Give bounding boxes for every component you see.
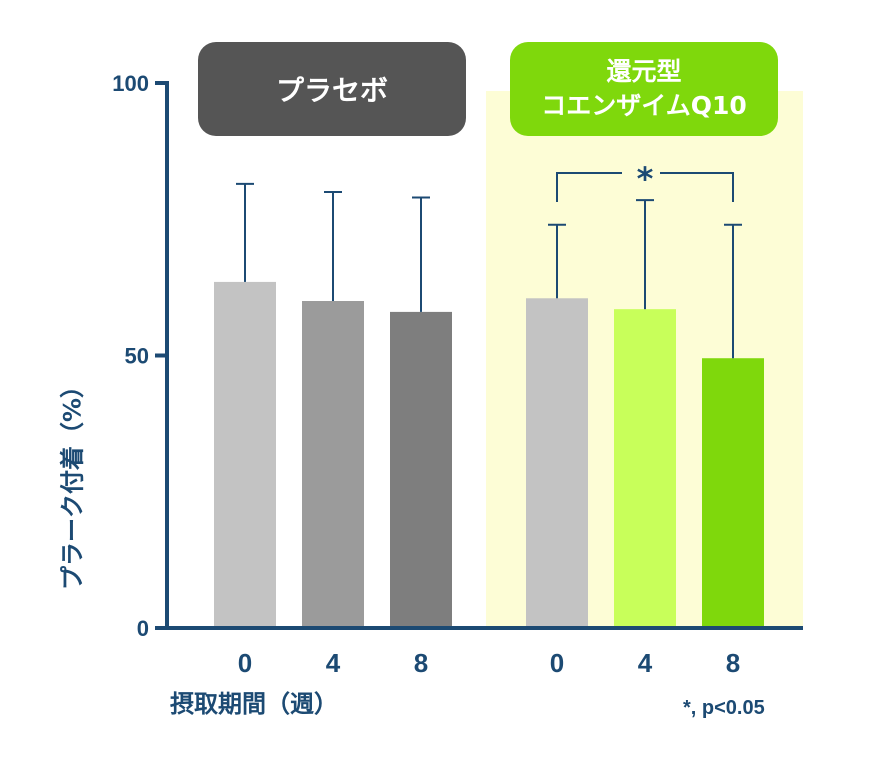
coq10-group-label-line2: コエンザイムQ10 <box>541 91 747 120</box>
coq10-group-label-line1: 還元型 <box>606 57 682 86</box>
x-tick-label-g0-4: 4 <box>326 648 341 678</box>
x-tick-label-g1-8: 8 <box>726 648 740 678</box>
bar-g1-0w <box>526 298 588 628</box>
y-axis-title: プラーク付着（%） <box>58 373 87 591</box>
placebo-group-label: プラセボ <box>198 42 466 136</box>
significance-star: * <box>637 160 654 198</box>
significance-bracket <box>556 172 734 202</box>
placebo-group-label-text: プラセボ <box>275 74 388 107</box>
bar-g0-0w <box>214 281 276 628</box>
x-axis-title: 摂取期間（週） <box>170 690 338 718</box>
x-tick-label-g1-0: 0 <box>550 648 564 678</box>
bar-g0-4w <box>302 301 364 628</box>
significance-footnote: *, p<0.05 <box>683 697 765 719</box>
y-tick-label-50: 50 <box>125 344 149 369</box>
y-tick-label-100: 100 <box>112 71 149 96</box>
bar-g0-8w <box>390 311 452 628</box>
x-tick-label-g0-8: 8 <box>414 648 428 678</box>
y-tick-label-0: 0 <box>137 616 149 641</box>
x-tick-label-g0-0: 0 <box>238 648 252 678</box>
coq10-group-label: 還元型 コエンザイムQ10 <box>510 42 778 136</box>
bar-g1-4w <box>614 309 676 628</box>
x-tick-label-g1-4: 4 <box>638 648 653 678</box>
bar-g1-8w <box>702 358 764 628</box>
